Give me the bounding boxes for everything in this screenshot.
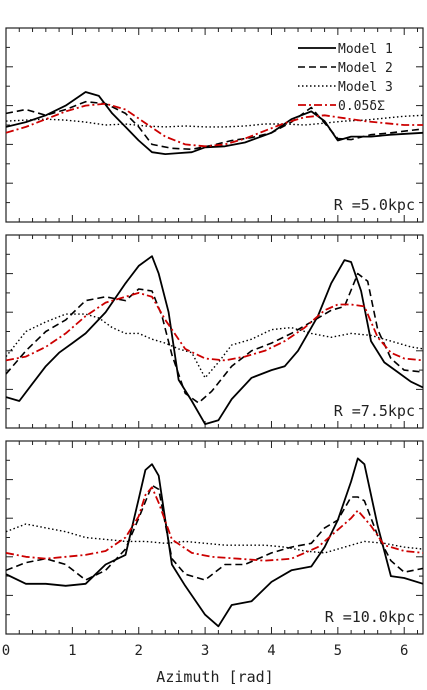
series-line-model-2 <box>6 272 423 404</box>
legend-entry: Model 1 <box>338 42 393 57</box>
series-group <box>6 91 423 155</box>
legend: Model 1 Model 2 Model 3 0.05δΣ <box>298 42 393 114</box>
series-line-0-05- <box>6 292 423 362</box>
x-tick-label: 2 <box>135 643 143 659</box>
panel-label: R =5.0kpc <box>334 196 415 214</box>
panel-1: R =5.0kpc Model 1 Model 2 Model 3 0.05δΣ <box>5 27 424 223</box>
series-line-model-3 <box>6 313 423 379</box>
series-line-model-3 <box>6 523 423 554</box>
series-line-model-2 <box>6 100 423 151</box>
legend-entry: Model 2 <box>338 61 393 76</box>
series-group <box>6 457 423 628</box>
series-group <box>6 255 423 425</box>
panel-label: R =7.5kpc <box>334 402 415 420</box>
legend-entry: Model 3 <box>338 80 393 95</box>
panel-frame <box>5 440 424 635</box>
x-tick-label: 4 <box>267 643 275 659</box>
panel-frame <box>5 27 424 223</box>
legend-entry: 0.05δΣ <box>338 99 385 114</box>
series-line-0-05- <box>6 102 423 148</box>
series-line-model-3 <box>6 114 423 128</box>
x-tick-labels: 0 1 2 3 4 5 6 <box>2 643 409 659</box>
series-line-0-05- <box>6 486 423 562</box>
series-line-model-1 <box>6 255 423 425</box>
series-line-model-1 <box>6 457 423 628</box>
x-tick-label: 0 <box>2 643 10 659</box>
x-axis-label: Azimuth [rad] <box>156 668 273 686</box>
panel-label: R =10.0kpc <box>325 608 415 626</box>
series-line-model-2 <box>6 484 423 581</box>
series-line-model-1 <box>6 91 423 155</box>
x-tick-label: 1 <box>68 643 76 659</box>
x-tick-label: 5 <box>334 643 342 659</box>
x-tick-label: 3 <box>201 643 209 659</box>
x-tick-label: 6 <box>400 643 408 659</box>
panel-3: R =10.0kpc <box>5 440 424 635</box>
panel-2: R =7.5kpc <box>5 234 424 429</box>
